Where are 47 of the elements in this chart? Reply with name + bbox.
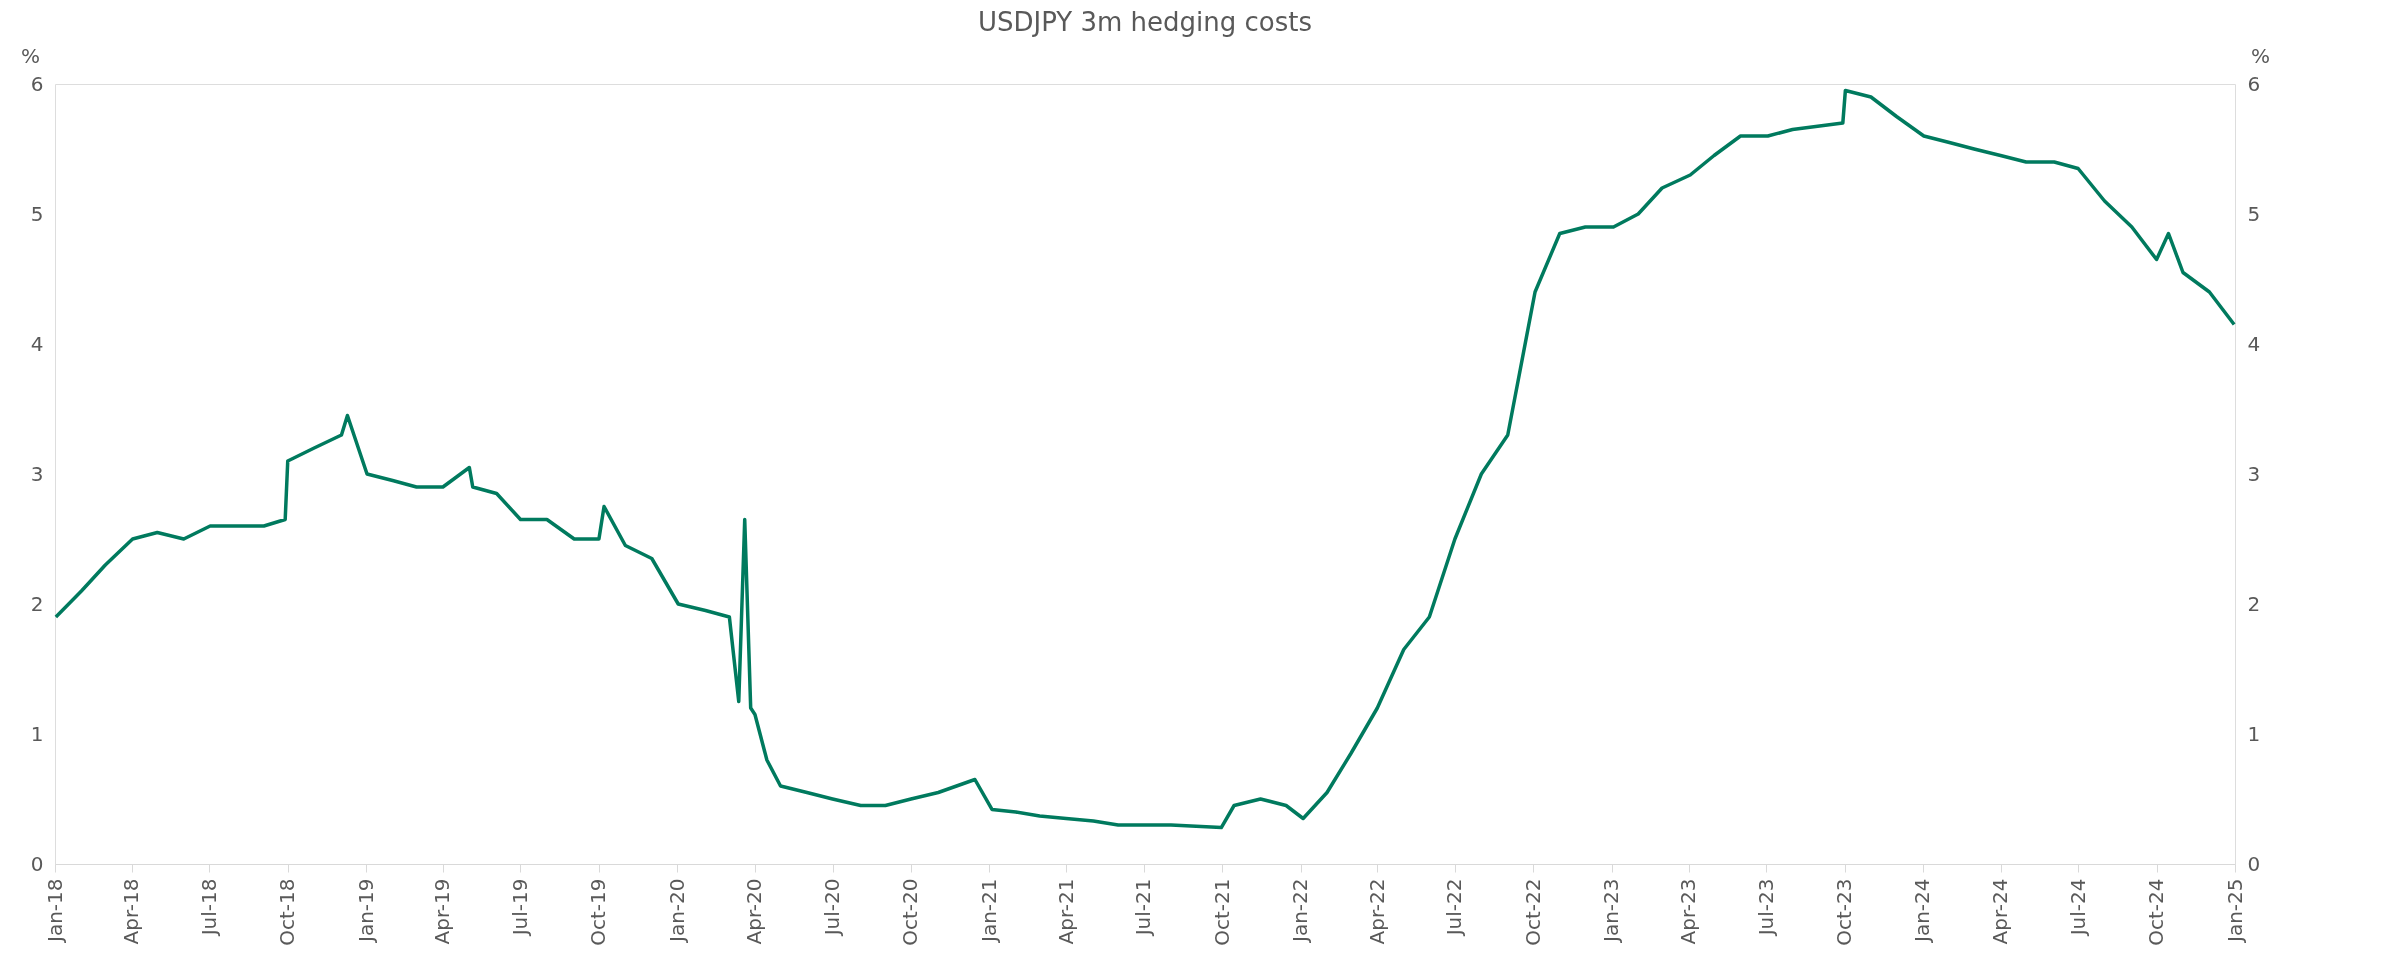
chart-title: USDJPY 3m hedging costs: [977, 7, 1313, 37]
x-tick-label: Jan-25: [2222, 878, 2247, 944]
x-tick-label: Jul-24: [2065, 878, 2090, 938]
x-tick-label: Jul-21: [1131, 878, 1156, 938]
y-tick-label: 5: [30, 201, 44, 226]
x-tick-label: Apr-21: [1053, 878, 1078, 945]
y2-tick-label: 2: [2247, 591, 2261, 616]
x-tick-label: Apr-22: [1364, 878, 1389, 945]
x-tick-label: Jan-19: [353, 878, 378, 944]
x-tick-label: Apr-23: [1676, 878, 1701, 945]
y-axis-title: %: [20, 43, 41, 68]
x-tick-label: Jan-22: [1288, 878, 1313, 944]
y-tick-label: 2: [30, 591, 44, 616]
x-tick-label: Oct-19: [586, 878, 611, 946]
x-tick-label: Jan-24: [1910, 878, 1935, 944]
x-tick-label: Apr-20: [742, 878, 767, 945]
y-tick-label: 1: [30, 721, 44, 746]
line-series: [54, 88, 2236, 830]
y-tick-label: 0: [30, 851, 44, 876]
x-tick-label: Jan-18: [42, 878, 67, 944]
x-tick-label: Oct-18: [275, 878, 300, 946]
x-tick-label: Jul-23: [1753, 878, 1778, 938]
y-tick-label: 6: [30, 71, 44, 96]
x-tick-label: Jan-23: [1599, 878, 1624, 944]
x-tick-label: Jul-18: [196, 878, 221, 938]
x-tick-label: Oct-20: [898, 878, 923, 946]
y2-tick-label: 0: [2247, 851, 2261, 876]
y2-tick-label: 1: [2247, 721, 2261, 746]
y2-tick-label: 4: [2247, 331, 2261, 356]
y-tick-label: 4: [30, 331, 44, 356]
x-tick-label: Jul-22: [1442, 878, 1467, 938]
x-tick-label: Jul-20: [820, 878, 845, 938]
x-tick-label: Oct-22: [1520, 878, 1545, 946]
y2-tick-label: 6: [2247, 71, 2261, 96]
x-tick-label: Jul-19: [508, 878, 532, 938]
x-tick-label: Jan-20: [664, 878, 689, 944]
y2-axis-title: %: [2250, 43, 2271, 68]
x-tick-label: Apr-24: [1988, 878, 2013, 945]
x-tick-label: Oct-21: [1209, 878, 1234, 946]
x-tick-label: Jan-21: [976, 878, 1001, 944]
x-tick-label: Apr-19: [430, 878, 455, 945]
y2-tick-label: 3: [2247, 461, 2261, 486]
x-tick-label: Oct-24: [2144, 878, 2169, 946]
x-tick-label: Apr-18: [119, 878, 144, 945]
y2-tick-label: 5: [2247, 201, 2261, 226]
x-tick-label: Oct-23: [1832, 878, 1857, 946]
y-tick-label: 3: [30, 461, 44, 486]
